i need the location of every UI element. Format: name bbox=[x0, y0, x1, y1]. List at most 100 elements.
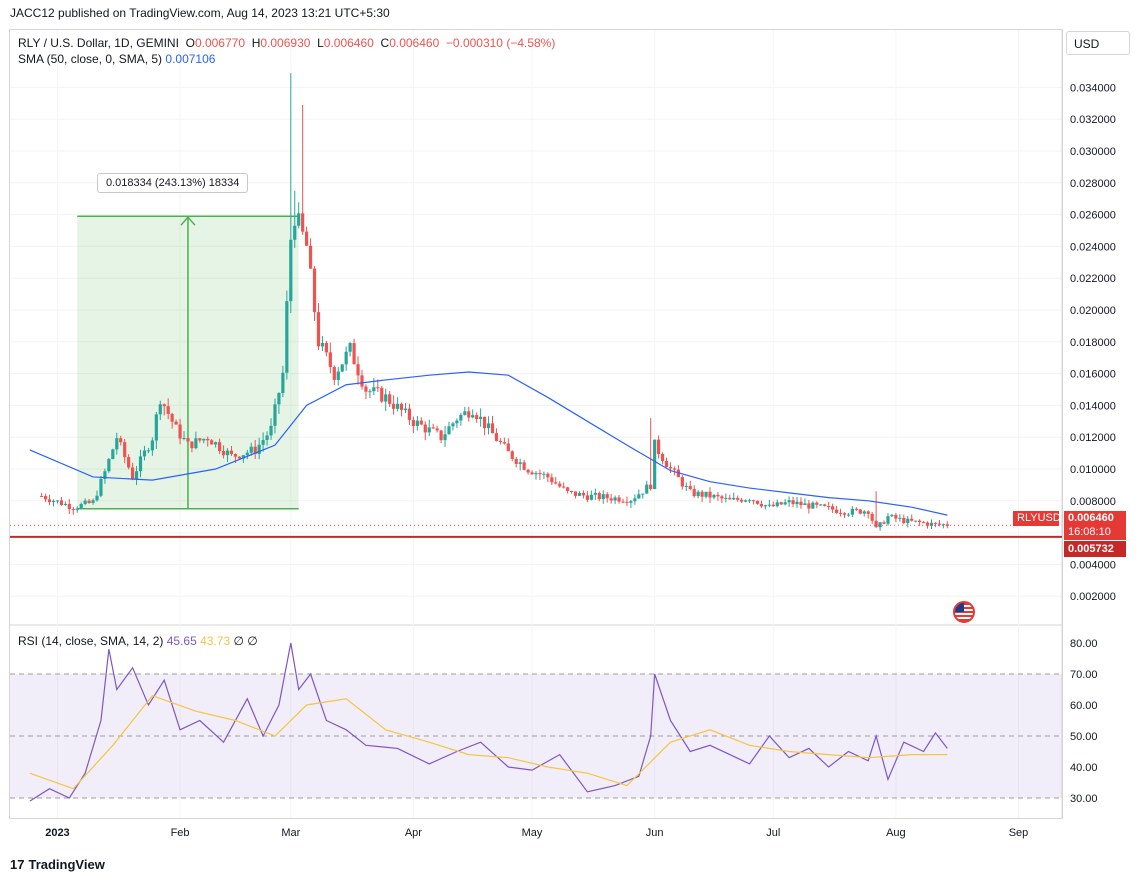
candle-body bbox=[929, 522, 934, 526]
currency-button[interactable]: USD bbox=[1066, 31, 1130, 55]
low-value: 0.006460 bbox=[323, 36, 374, 50]
candle-body bbox=[660, 454, 665, 461]
candle-body bbox=[522, 462, 526, 470]
candle-body bbox=[850, 508, 854, 515]
candle-body bbox=[886, 516, 890, 524]
candle-body bbox=[123, 442, 127, 458]
candle-body bbox=[340, 364, 344, 372]
candle-body bbox=[107, 458, 111, 472]
candle-body bbox=[827, 505, 831, 507]
candle-body bbox=[427, 427, 431, 433]
candle-body bbox=[75, 508, 79, 510]
candle-body bbox=[554, 482, 558, 484]
candle-body bbox=[490, 423, 495, 434]
candle-body bbox=[874, 520, 878, 528]
candle-body bbox=[459, 414, 463, 421]
candle-body bbox=[47, 499, 52, 503]
candle-body bbox=[716, 494, 720, 497]
candle-body bbox=[914, 520, 918, 522]
price-tick-label: 0.030000 bbox=[1070, 146, 1116, 158]
us-flag-icon[interactable] bbox=[953, 601, 975, 623]
candle-body bbox=[787, 500, 791, 503]
candle-body bbox=[783, 502, 787, 505]
candle-body bbox=[344, 351, 348, 365]
candle-body bbox=[352, 343, 356, 365]
candle-body bbox=[688, 485, 692, 490]
candle-body bbox=[127, 457, 131, 468]
candle-body bbox=[59, 500, 64, 505]
tradingview-footer[interactable]: 17 TradingView bbox=[10, 857, 105, 872]
candle-body bbox=[170, 413, 174, 422]
hline-price-label: 0.005732 bbox=[1064, 541, 1126, 557]
sma-value: 0.007106 bbox=[165, 52, 216, 66]
candle-body bbox=[566, 487, 570, 492]
candle-body bbox=[178, 424, 182, 439]
candle-body bbox=[451, 423, 455, 427]
time-tick-label: Aug bbox=[886, 827, 906, 839]
measure-tool bbox=[77, 215, 299, 510]
candle-body bbox=[510, 451, 514, 459]
candle-body bbox=[257, 444, 261, 454]
candle-body bbox=[870, 513, 874, 521]
candle-body bbox=[312, 268, 317, 313]
candle-body bbox=[858, 509, 862, 514]
candle-body bbox=[332, 366, 336, 380]
candle-body bbox=[269, 425, 273, 436]
candle-body bbox=[431, 427, 435, 429]
candle-body bbox=[605, 494, 609, 499]
time-tick-label: Mar bbox=[281, 827, 300, 839]
symbol-legend: RLY / U.S. Dollar, 1D, GEMINI O0.006770 … bbox=[18, 36, 555, 50]
candle-body bbox=[115, 438, 119, 450]
candle-body bbox=[791, 500, 795, 505]
candle-body bbox=[154, 414, 158, 441]
candle-body bbox=[63, 503, 67, 505]
candle-body bbox=[732, 497, 736, 500]
candle-body bbox=[728, 497, 732, 500]
candle-body bbox=[763, 505, 767, 507]
candle-body bbox=[463, 411, 467, 415]
candle-body bbox=[882, 522, 886, 524]
candle-body bbox=[289, 239, 293, 302]
candle-body bbox=[95, 495, 99, 501]
candle-body bbox=[103, 471, 107, 479]
rsi-tick-label: 50.00 bbox=[1070, 731, 1098, 743]
candle-body bbox=[486, 423, 491, 429]
candle-body bbox=[736, 497, 740, 500]
candle-body bbox=[842, 513, 847, 515]
candle-body bbox=[174, 421, 178, 425]
sma-legend: SMA (50, close, 0, SMA, 5) 0.007106 bbox=[18, 52, 215, 66]
candle-body bbox=[443, 434, 447, 441]
rsi-tick-label: 70.00 bbox=[1070, 669, 1098, 681]
candle-body bbox=[846, 514, 851, 516]
candle-body bbox=[502, 442, 506, 444]
rsi-tick-label: 60.00 bbox=[1070, 700, 1098, 712]
rsi-ma-value: 43.73 bbox=[200, 634, 231, 648]
candle-body bbox=[692, 489, 696, 497]
candle-body bbox=[360, 375, 364, 387]
candle-body bbox=[494, 433, 499, 441]
candle-body bbox=[423, 424, 427, 433]
candle-body bbox=[562, 486, 566, 488]
candle-body bbox=[925, 522, 930, 526]
candle-body bbox=[233, 454, 238, 457]
candle-body bbox=[819, 504, 823, 506]
candles bbox=[40, 73, 949, 531]
candle-body bbox=[755, 500, 760, 504]
candle-body bbox=[87, 500, 91, 503]
candle-body bbox=[407, 408, 412, 420]
candle-body bbox=[708, 491, 712, 498]
candle-body bbox=[131, 467, 135, 480]
price-axis: 0.034000 0.032000 0.030000 0.028000 0.026000… bbox=[1070, 82, 1116, 603]
candle-body bbox=[261, 440, 265, 445]
candle-body bbox=[249, 446, 253, 453]
candle-body bbox=[601, 494, 605, 500]
candle-body bbox=[597, 492, 601, 500]
brand-name: TradingView bbox=[28, 857, 105, 872]
candle-body bbox=[609, 498, 613, 501]
candle-body bbox=[320, 342, 325, 347]
candle-body bbox=[613, 497, 617, 501]
candle-body bbox=[589, 494, 593, 500]
candle-body bbox=[498, 440, 503, 443]
candle-body bbox=[807, 503, 811, 509]
